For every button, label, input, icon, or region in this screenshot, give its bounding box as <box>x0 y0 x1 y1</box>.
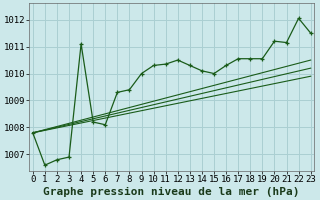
X-axis label: Graphe pression niveau de la mer (hPa): Graphe pression niveau de la mer (hPa) <box>44 186 300 197</box>
